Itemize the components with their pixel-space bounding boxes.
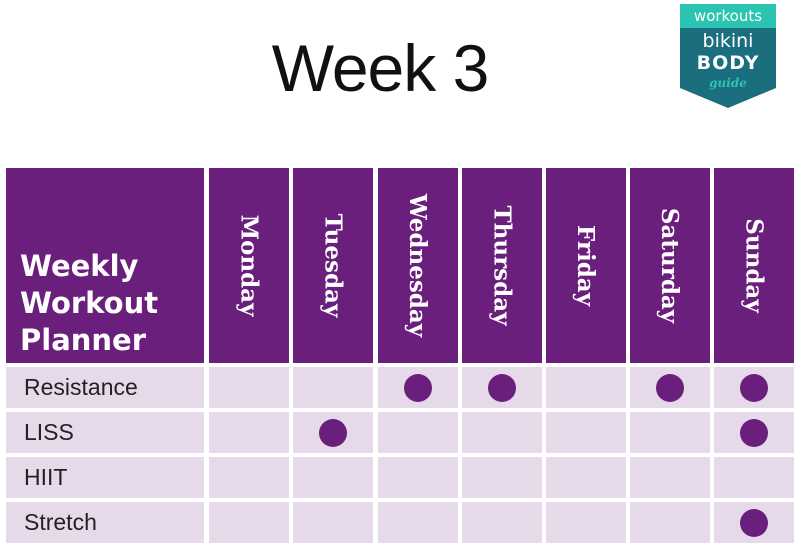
row-label-hiit: HIIT bbox=[6, 457, 204, 498]
day-header-monday: Monday bbox=[209, 168, 289, 363]
day-header-saturday: Saturday bbox=[630, 168, 710, 363]
page-title: Week 3 bbox=[271, 31, 490, 105]
planner-heading-line: Planner bbox=[20, 323, 147, 357]
schedule-cell bbox=[714, 457, 794, 498]
row-label-liss: LISS bbox=[6, 412, 204, 453]
day-label: Monday bbox=[235, 214, 263, 317]
schedule-cell bbox=[546, 367, 626, 408]
schedule-cell bbox=[546, 457, 626, 498]
schedule-cell bbox=[714, 502, 794, 543]
badge-line-1: bikini bbox=[702, 30, 754, 52]
workout-scheduled-dot bbox=[740, 418, 768, 447]
row-label-stretch: Stretch bbox=[6, 502, 204, 543]
schedule-cell bbox=[209, 457, 289, 498]
schedule-cell bbox=[293, 502, 373, 543]
schedule-cell bbox=[293, 457, 373, 498]
schedule-cell bbox=[209, 367, 289, 408]
badge-line-2: BODY bbox=[696, 52, 760, 74]
workouts-tag: workouts bbox=[680, 4, 776, 28]
day-header-sunday: Sunday bbox=[714, 168, 794, 363]
schedule-cell bbox=[546, 502, 626, 543]
schedule-cell bbox=[462, 367, 542, 408]
workout-scheduled-dot bbox=[656, 373, 684, 402]
row-label-resistance: Resistance bbox=[6, 367, 204, 408]
schedule-cell bbox=[462, 457, 542, 498]
day-label: Sunday bbox=[740, 218, 768, 313]
schedule-cell bbox=[293, 367, 373, 408]
day-label: Thursday bbox=[488, 205, 516, 326]
schedule-cell bbox=[293, 412, 373, 453]
schedule-cell bbox=[462, 412, 542, 453]
schedule-cell bbox=[630, 502, 710, 543]
workout-scheduled-dot bbox=[404, 373, 432, 402]
workout-scheduled-dot bbox=[740, 373, 768, 402]
schedule-cell bbox=[378, 367, 458, 408]
day-header-tuesday: Tuesday bbox=[293, 168, 373, 363]
schedule-cell bbox=[714, 412, 794, 453]
day-label: Friday bbox=[572, 224, 600, 307]
day-label: Saturday bbox=[656, 207, 684, 324]
planner-heading-line: Weekly bbox=[20, 249, 139, 283]
schedule-cell bbox=[630, 412, 710, 453]
schedule-cell bbox=[209, 502, 289, 543]
schedule-cell bbox=[630, 367, 710, 408]
day-header-thursday: Thursday bbox=[462, 168, 542, 363]
schedule-cell bbox=[462, 502, 542, 543]
schedule-cell bbox=[630, 457, 710, 498]
day-header-wednesday: Wednesday bbox=[378, 168, 458, 363]
day-label: Wednesday bbox=[404, 193, 432, 338]
planner-heading-line: Workout bbox=[20, 286, 159, 320]
day-label: Tuesday bbox=[319, 213, 347, 318]
schedule-cell bbox=[714, 367, 794, 408]
ribbon-badge-icon bbox=[680, 28, 776, 108]
schedule-cell bbox=[546, 412, 626, 453]
day-header-friday: Friday bbox=[546, 168, 626, 363]
workout-scheduled-dot bbox=[488, 373, 516, 402]
badge-line-3: guide bbox=[709, 76, 747, 90]
bikini-body-guide-badge: workouts bikini BODY guide bbox=[680, 0, 776, 112]
planner-heading: Weekly Workout Planner bbox=[6, 168, 204, 363]
schedule-cell bbox=[378, 457, 458, 498]
schedule-cell bbox=[378, 412, 458, 453]
schedule-cell bbox=[378, 502, 458, 543]
schedule-cell bbox=[209, 412, 289, 453]
workout-scheduled-dot bbox=[319, 418, 347, 447]
workout-scheduled-dot bbox=[740, 508, 768, 537]
